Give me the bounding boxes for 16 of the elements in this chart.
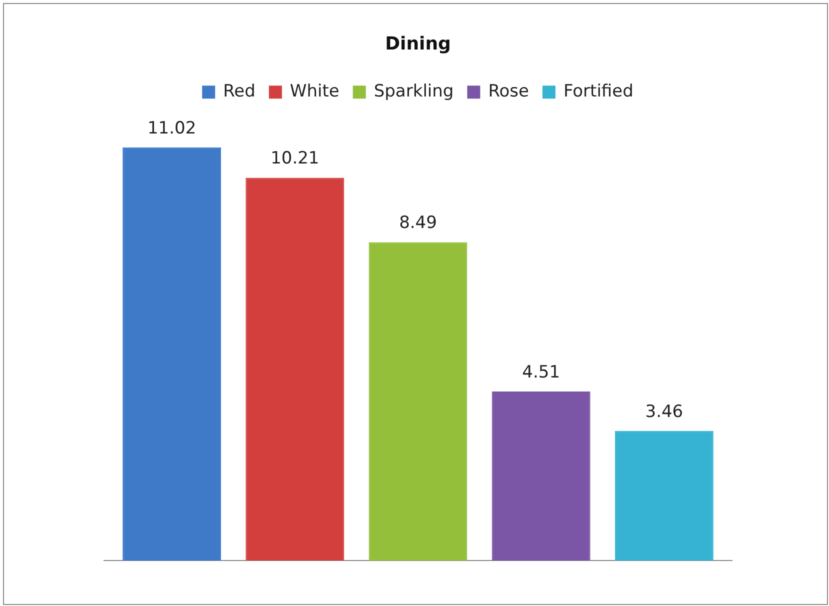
data-label: 8.49 xyxy=(399,213,437,234)
legend-label: Rose xyxy=(488,82,529,102)
legend-label: Sparkling xyxy=(374,82,454,102)
legend-label: Fortified xyxy=(563,82,634,102)
bar xyxy=(246,178,344,561)
data-label: 11.02 xyxy=(147,118,196,138)
data-label: 4.51 xyxy=(522,362,560,382)
data-label: 10.21 xyxy=(270,148,320,169)
chart-title: Dining xyxy=(385,33,451,54)
bar xyxy=(122,147,222,561)
legend-label: White xyxy=(290,82,340,102)
data-label: 3.46 xyxy=(645,402,684,422)
bar xyxy=(492,391,590,561)
bar xyxy=(614,430,714,561)
bar xyxy=(368,242,468,561)
legend-label: Red xyxy=(223,82,256,102)
